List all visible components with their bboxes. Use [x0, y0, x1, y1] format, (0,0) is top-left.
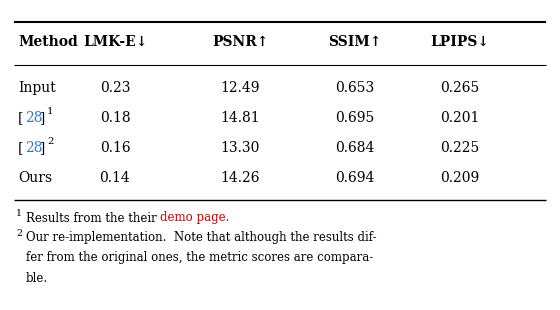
Text: demo page.: demo page.	[161, 211, 230, 224]
Text: 0.695: 0.695	[335, 111, 375, 125]
Text: fer from the original ones, the metric scores are compara-: fer from the original ones, the metric s…	[26, 251, 374, 264]
Text: 0.225: 0.225	[440, 141, 479, 155]
Text: 2: 2	[47, 138, 53, 147]
Text: PSNR↑: PSNR↑	[212, 35, 268, 49]
Text: Method: Method	[18, 35, 78, 49]
Text: 0.694: 0.694	[335, 171, 375, 185]
Text: 1: 1	[47, 108, 54, 117]
Text: SSIM↑: SSIM↑	[328, 35, 382, 49]
Text: LMK-E↓: LMK-E↓	[83, 35, 147, 49]
Text: LPIPS↓: LPIPS↓	[431, 35, 489, 49]
Text: 28: 28	[25, 141, 43, 155]
Text: Our re-implementation.  Note that although the results dif-: Our re-implementation. Note that althoug…	[26, 232, 377, 245]
Text: ]: ]	[40, 141, 45, 155]
Text: 0.14: 0.14	[100, 171, 130, 185]
Text: 0.684: 0.684	[335, 141, 375, 155]
Text: 0.201: 0.201	[440, 111, 480, 125]
Text: 13.30: 13.30	[220, 141, 260, 155]
Text: 14.26: 14.26	[220, 171, 260, 185]
Text: [: [	[18, 141, 24, 155]
Text: 0.16: 0.16	[100, 141, 130, 155]
Text: [: [	[18, 111, 24, 125]
Text: 12.49: 12.49	[220, 81, 260, 95]
Text: Results from the their: Results from the their	[26, 211, 161, 224]
Text: 0.23: 0.23	[100, 81, 130, 95]
Text: 0.653: 0.653	[335, 81, 375, 95]
Text: 0.18: 0.18	[100, 111, 130, 125]
Text: ]: ]	[40, 111, 45, 125]
Text: 1: 1	[16, 210, 22, 219]
Text: 2: 2	[16, 229, 22, 238]
Text: Input: Input	[18, 81, 56, 95]
Text: 0.265: 0.265	[440, 81, 479, 95]
Text: 0.209: 0.209	[440, 171, 479, 185]
Text: 28: 28	[25, 111, 43, 125]
Text: 14.81: 14.81	[220, 111, 260, 125]
Text: ble.: ble.	[26, 272, 48, 285]
Text: Ours: Ours	[18, 171, 52, 185]
